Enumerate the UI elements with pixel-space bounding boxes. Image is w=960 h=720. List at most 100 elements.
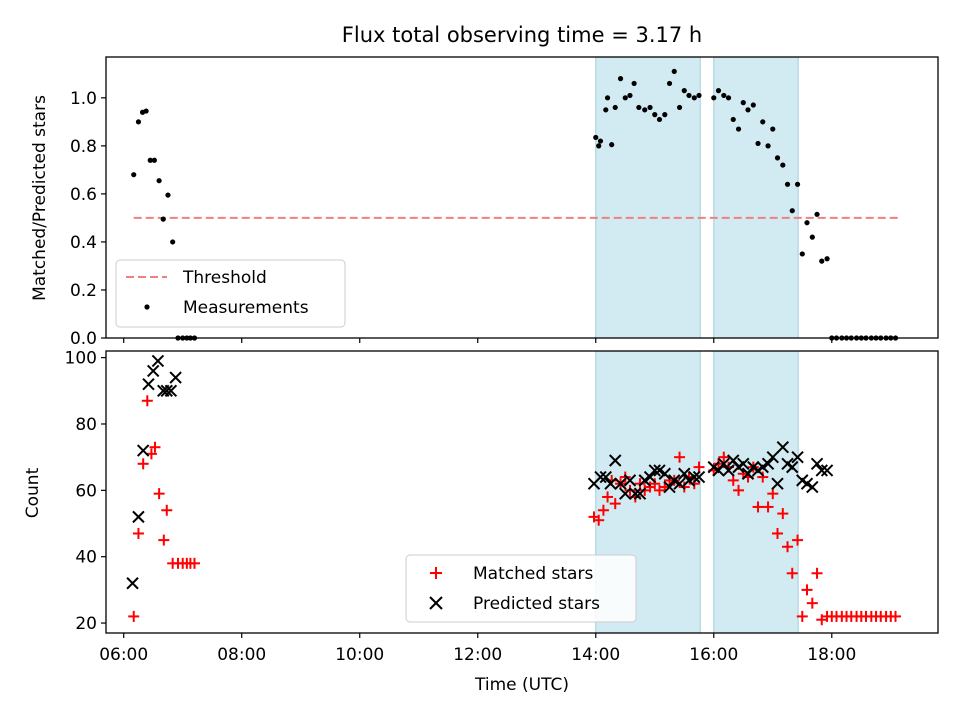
top-shaded-intervals [595,56,799,339]
x-tick-label: 06:00 [99,645,148,665]
measurement-point [676,104,683,111]
measurement-point [627,92,633,99]
predicted-star-point [663,480,676,494]
predicted-star-point [737,457,750,471]
top-panel: 0.0 0.2 0.4 0.6 0.8 1.0 Matched/Predicted sta… [30,56,939,349]
predicted-star-point [766,450,779,464]
matched-star-point [757,471,769,483]
measurement-point [696,92,702,99]
measurement-point [799,251,805,257]
top-x-ticks [123,338,833,343]
measurement-point [603,107,609,113]
measurement-point [755,140,761,147]
matched-star-point [132,527,144,539]
y-tick-label: 80 [75,415,97,435]
measurement-point [135,119,142,125]
measurement-point [656,116,663,123]
predicted-star-point [160,384,173,398]
x-tick-label: 14:00 [571,645,620,665]
legend-predicted-label: Predicted stars [473,594,600,614]
measurement-point [612,104,618,111]
matched-star-point [772,527,784,539]
measurement-point [691,95,697,101]
predicted-star-point [688,470,701,484]
measurement-point [735,126,742,132]
matched-star-point [792,534,804,546]
matched-star-point [762,501,774,513]
legend-matched-label: Matched stars [473,564,593,584]
bottom-predicted-points [126,354,834,590]
measurement-point [824,256,830,262]
measurement-point [622,95,628,101]
measurement-point [770,126,776,132]
predicted-star-point [806,480,819,494]
predicted-star-point [146,364,160,378]
matched-star-point [609,498,621,510]
predicted-star-point [820,464,834,477]
predicted-star-point [722,464,735,477]
y-tick-label: 0.0 [70,329,97,349]
measurement-point [740,100,746,106]
x-tick-label: 16:00 [689,645,738,665]
predicted-star-point [815,464,828,477]
measurement-point [652,112,658,118]
matched-star-point [161,504,173,516]
y-tick-label: 100 [65,349,97,369]
top-legend: Threshold Measurements [115,259,346,328]
chart-title: Flux total observing time = 3.17 h [342,23,702,47]
bottom-x-ticks: 06:00 08:00 10:00 12:00 14:00 16:00 18:00 [99,633,856,665]
measurement-point [715,88,722,94]
measurement-point [814,211,820,217]
measurement-point [794,181,801,187]
matched-star-point [141,395,153,407]
y-tick-label: 0.6 [70,185,97,205]
measurement-point [765,143,771,149]
y-tick-label: 0.8 [70,137,97,157]
y-tick-label: 20 [75,614,97,634]
matched-star-point [801,584,813,596]
measurement-point [596,143,602,149]
matched-star-point [149,441,161,453]
shaded-interval [713,350,799,634]
y-tick-label: 40 [75,548,97,568]
measurement-point [774,155,781,161]
predicted-star-point [717,457,731,471]
predicted-star-point [623,474,637,487]
bottom-y-ticks: 20 40 60 80 100 [65,349,106,634]
predicted-star-point [658,467,672,480]
x-tick-label: 10:00 [335,645,384,665]
matched-star-point [649,478,661,490]
measurement-point [730,116,736,123]
legend-measurements-swatch [144,304,150,310]
predicted-star-point [633,487,647,500]
legend-threshold-label: Threshold [182,268,267,288]
measurement-point [789,208,795,214]
measurement-point [711,95,717,101]
top-legend-box [115,259,346,328]
bottom-axes-frame [105,350,939,634]
predicted-star-point [791,450,804,464]
predicted-star-point [678,467,691,480]
matched-star-point [890,610,902,622]
measurement-point [662,112,668,118]
measurement-point [631,80,637,87]
predicted-star-point [136,444,150,457]
measurement-point [784,181,791,187]
measurement-point [666,80,673,87]
predicted-star-point [609,454,622,467]
measurement-point [160,216,166,222]
predicted-star-point [692,470,706,484]
matched-star-point [153,488,165,500]
bottom-panel: 20 40 60 80 100 06:00 08:00 10:00 12:00 14:00 16:… [23,349,939,695]
predicted-star-point [594,470,607,484]
matched-star-point [128,610,140,622]
x-tick-label: 18:00 [807,645,856,665]
predicted-star-point [643,470,657,484]
measurement-point [593,134,599,141]
shaded-interval [713,56,799,339]
x-tick-label: 12:00 [453,645,502,665]
predicted-star-point [604,477,617,490]
matched-star-point [597,504,609,516]
matched-star-point [752,501,764,513]
